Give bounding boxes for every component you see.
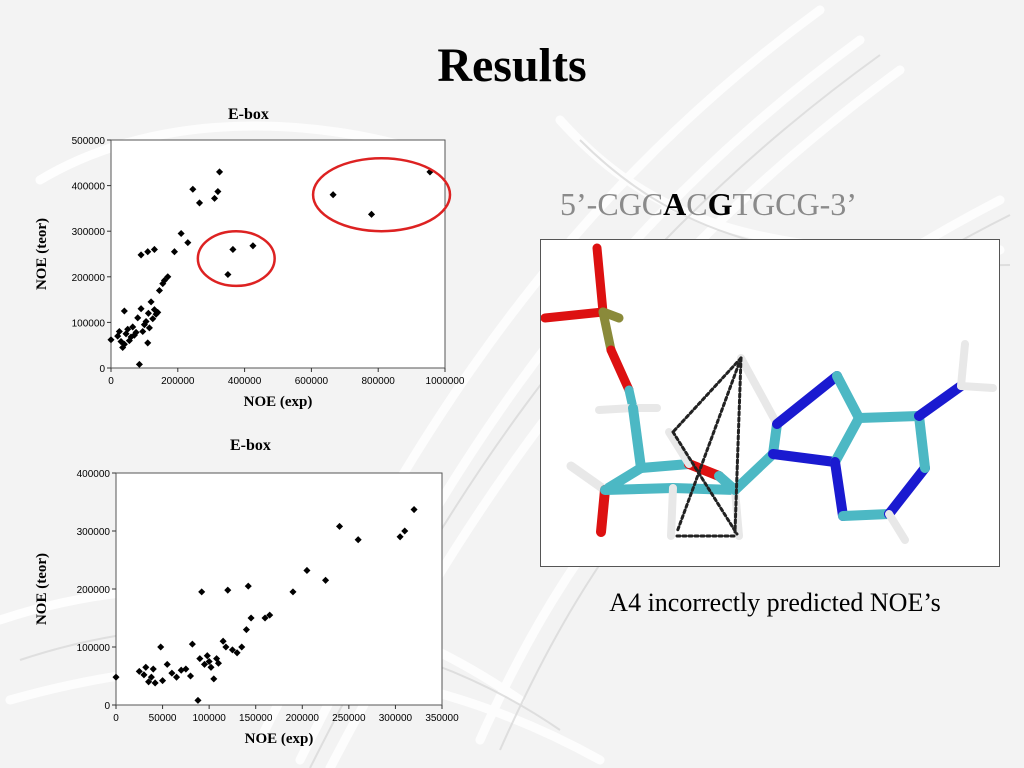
x-tick-label: 150000 bbox=[239, 713, 273, 724]
data-point bbox=[186, 672, 195, 680]
data-point bbox=[205, 657, 213, 666]
data-point bbox=[401, 527, 409, 535]
data-point bbox=[222, 643, 230, 651]
data-point bbox=[134, 314, 142, 322]
data-point bbox=[211, 194, 219, 202]
data-point bbox=[194, 696, 202, 704]
data-point bbox=[182, 665, 190, 673]
data-point bbox=[354, 536, 362, 544]
x-tick-label: 250000 bbox=[332, 713, 366, 724]
data-point bbox=[214, 659, 222, 667]
data-point bbox=[303, 566, 311, 574]
data-point bbox=[149, 315, 157, 323]
data-point bbox=[233, 649, 241, 657]
top-scatter-chart: 0 100000 200000 300000 400000 500000 0 200000 40… bbox=[34, 136, 465, 410]
data-point bbox=[203, 652, 211, 660]
chart-title-bottom: E-box bbox=[230, 437, 271, 454]
y-tick-label: 400000 bbox=[72, 182, 106, 193]
data-point bbox=[249, 242, 257, 250]
caption: A4 incorrectly predicted NOE’s bbox=[609, 588, 941, 617]
sequence-label: 5’-CGCACGTGCG-3’ bbox=[560, 186, 990, 223]
y-tick-label: 200000 bbox=[77, 585, 111, 596]
data-point bbox=[184, 239, 192, 247]
data-point bbox=[396, 533, 404, 541]
data-point bbox=[132, 328, 140, 336]
sequence-bold-g: G bbox=[707, 186, 733, 222]
data-point bbox=[120, 340, 128, 348]
data-point bbox=[329, 191, 337, 199]
y-tick-label: 100000 bbox=[77, 643, 111, 654]
x-tick-label: 0 bbox=[113, 713, 119, 724]
x-tick-label: 100000 bbox=[192, 713, 226, 724]
sequence-suffix: TGCG-3’ bbox=[732, 186, 857, 222]
x-axis-label: NOE (exp) bbox=[245, 731, 314, 747]
x-tick-label: 200000 bbox=[286, 713, 320, 724]
data-point bbox=[150, 245, 158, 253]
highlight-ellipse bbox=[196, 229, 276, 288]
data-point bbox=[120, 307, 128, 315]
slide-title: Results bbox=[437, 39, 587, 92]
y-tick-label: 300000 bbox=[77, 527, 111, 538]
data-point bbox=[144, 248, 152, 256]
data-point bbox=[159, 677, 167, 685]
sequence-prefix: 5’-CGC bbox=[560, 186, 664, 222]
data-point bbox=[367, 210, 376, 218]
data-point bbox=[137, 251, 145, 259]
x-tick-label: 400000 bbox=[228, 376, 262, 387]
y-axis-label: NOE (teor) bbox=[34, 218, 50, 290]
molecule-panel bbox=[540, 239, 1000, 567]
plot-area bbox=[110, 139, 446, 369]
x-axis-label: NOE (exp) bbox=[244, 394, 313, 410]
plot-area bbox=[115, 472, 443, 706]
data-point bbox=[214, 187, 222, 196]
data-point bbox=[216, 168, 224, 176]
x-tick-label: 1000000 bbox=[426, 376, 465, 387]
x-tick-label: 350000 bbox=[425, 713, 459, 724]
data-point bbox=[322, 576, 330, 584]
data-point bbox=[207, 663, 215, 671]
bottom-scatter-chart: 0 100000 200000 300000 400000 0 50000 100000 150… bbox=[34, 469, 459, 747]
data-point bbox=[144, 309, 152, 317]
data-point bbox=[149, 665, 157, 673]
sequence-mid: C bbox=[686, 186, 708, 222]
x-tick-label: 200000 bbox=[161, 376, 195, 387]
data-point bbox=[107, 336, 115, 344]
y-tick-label: 400000 bbox=[77, 469, 111, 480]
data-point bbox=[247, 614, 255, 622]
data-point bbox=[137, 305, 145, 313]
data-point bbox=[135, 360, 143, 368]
y-axis-label: NOE (teor) bbox=[34, 553, 50, 625]
data-point bbox=[145, 324, 153, 332]
y-tick-label: 0 bbox=[99, 364, 105, 375]
y-tick-label: 300000 bbox=[72, 227, 106, 238]
data-point bbox=[147, 298, 155, 306]
y-tick-label: 200000 bbox=[72, 273, 106, 284]
data-point bbox=[261, 614, 269, 622]
data-point bbox=[164, 273, 172, 281]
highlight-ellipse bbox=[311, 156, 452, 233]
y-tick-label: 100000 bbox=[72, 318, 106, 329]
chart-title-top: E-box bbox=[228, 106, 269, 123]
x-tick-label: 50000 bbox=[149, 713, 177, 724]
data-point bbox=[157, 643, 165, 651]
data-point bbox=[189, 185, 197, 193]
x-tick-label: 0 bbox=[108, 376, 114, 387]
data-point bbox=[219, 637, 227, 645]
x-tick-label: 800000 bbox=[362, 376, 396, 387]
y-tick-label: 0 bbox=[104, 701, 110, 712]
data-point bbox=[195, 199, 204, 207]
data-point bbox=[142, 317, 150, 326]
data-point bbox=[170, 248, 178, 256]
data-point bbox=[224, 270, 232, 279]
y-tick-label: 500000 bbox=[72, 136, 106, 147]
data-point bbox=[238, 643, 246, 651]
x-tick-label: 600000 bbox=[295, 376, 329, 387]
molecule-structure-image bbox=[540, 243, 997, 544]
data-point bbox=[177, 229, 185, 238]
data-point bbox=[410, 506, 418, 514]
data-point bbox=[229, 245, 237, 253]
x-tick-label: 300000 bbox=[379, 713, 413, 724]
sequence-bold-a: A bbox=[663, 186, 687, 222]
